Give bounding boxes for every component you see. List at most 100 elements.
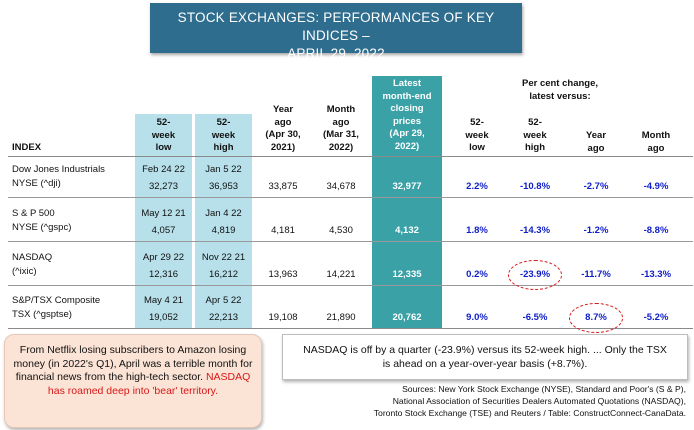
header-text: 2022) <box>394 140 420 152</box>
header-text: prices <box>393 115 421 127</box>
callout-line-2: is ahead on a year-over-year basis (+8.7… <box>382 358 588 370</box>
header-text: Per cent change, <box>521 78 599 89</box>
week52-high-column-bg <box>195 114 252 328</box>
pct-month: -13.3% <box>640 269 672 280</box>
header-text: 52- <box>156 117 171 128</box>
latest-value: 12,335 <box>392 269 422 280</box>
header-text: low <box>155 142 172 153</box>
header-text: (Apr 29, <box>389 128 425 139</box>
low-value: 32,273 <box>148 181 179 192</box>
month-ago-value: 21,890 <box>326 312 356 323</box>
header-pct-year-ago: Year ago <box>572 130 620 155</box>
pct-low: 1.8% <box>466 225 488 236</box>
row-separator <box>8 197 693 198</box>
header-text: week <box>151 129 176 141</box>
pct-month: -4.9% <box>643 181 669 192</box>
pct-month: -5.2% <box>643 312 669 323</box>
high-date: Nov 22 21 <box>201 252 246 263</box>
note-highlight: NASDAQ has roamed deep into 'bear' terri… <box>47 371 251 397</box>
header-text: (Mar 31, <box>323 129 359 140</box>
sources-footnote: Sources: New York Stock Exchange (NYSE),… <box>286 383 686 419</box>
low-date: May 4 21 <box>143 295 184 306</box>
latest-value: 32,977 <box>392 181 422 192</box>
header-pct-52-week-low: 52- week low <box>452 117 502 155</box>
pct-month: -8.8% <box>643 225 669 236</box>
month-ago-value: 4,530 <box>329 225 353 236</box>
header-text: Month <box>641 130 671 141</box>
header-separator <box>8 156 693 157</box>
low-date: May 12 21 <box>141 208 186 219</box>
index-name: S & P 500 <box>12 208 55 219</box>
header-text: 2021) <box>270 141 296 153</box>
month-ago-value: 14,221 <box>326 269 356 280</box>
header-text: Month <box>326 104 356 115</box>
header-text: (Apr 30, <box>265 129 301 140</box>
header-month-ago: Month ago (Mar 31, 2022) <box>312 104 370 154</box>
header-text: week <box>523 129 547 141</box>
header-text: high <box>213 142 234 153</box>
low-value: 12,316 <box>148 269 179 280</box>
header-text: closing <box>390 103 424 114</box>
index-name: NASDAQ <box>12 252 53 263</box>
year-ago-value: 33,875 <box>268 181 298 192</box>
highlight-circle-tsx-year <box>569 303 623 333</box>
pct-high: -10.8% <box>519 181 551 192</box>
pct-year: -1.2% <box>583 225 609 236</box>
pct-year: -2.7% <box>583 181 609 192</box>
latest-value: 20,762 <box>392 312 422 323</box>
header-closing-prices: Latest month-end closing prices (Apr 29,… <box>372 78 442 153</box>
header-text: 52- <box>216 117 231 128</box>
index-ticker: (^ixic) <box>12 266 37 277</box>
row-separator <box>8 241 693 242</box>
header-text: latest versus: <box>529 90 591 102</box>
header-index: INDEX <box>12 142 42 153</box>
closing-column-bg <box>372 76 442 328</box>
header-text: low <box>469 142 485 153</box>
header-text: week <box>465 129 489 141</box>
highlight-circle-nasdaq-high <box>508 260 562 290</box>
header-text: month-end <box>382 90 432 102</box>
latest-value: 4,132 <box>395 225 419 236</box>
page-title: STOCK EXCHANGES: PERFORMANCES OF KEY IND… <box>150 3 522 61</box>
header-text: ago <box>274 116 292 128</box>
header-text: ago <box>587 142 605 154</box>
high-value: 36,953 <box>208 181 239 192</box>
header-text: high <box>524 142 546 153</box>
header-text: ago <box>647 142 665 154</box>
table-bottom-border <box>8 328 693 329</box>
callout-box: NASDAQ is off by a quarter (-23.9%) vers… <box>282 334 688 380</box>
pct-year: -11.7% <box>581 269 611 280</box>
low-value: 19,052 <box>148 312 179 323</box>
header-text: Year <box>272 104 294 115</box>
header-pct-52-week-high: 52- week high <box>510 117 560 155</box>
header-52-week-low: 52- week low <box>135 117 192 155</box>
index-name: S&P/TSX Composite <box>12 295 101 306</box>
header-pct-change-group: Per cent change, latest versus: <box>470 78 650 103</box>
title-line-1: STOCK EXCHANGES: PERFORMANCES OF KEY IND… <box>177 10 495 43</box>
header-pct-month-ago: Month ago <box>630 130 682 155</box>
year-ago-value: 13,963 <box>268 269 298 280</box>
sources-line: Toronto Stock Exchange (TSE) and Reuters… <box>373 408 686 418</box>
high-value: 22,213 <box>208 312 239 323</box>
note-text: From Netflix losing subscribers to Amazo… <box>13 344 253 383</box>
high-date: Jan 4 22 <box>205 208 242 219</box>
pct-low: 0.2% <box>466 269 488 280</box>
header-text: Year <box>585 130 607 141</box>
pct-low: 2.2% <box>466 181 488 192</box>
year-ago-value: 19,108 <box>268 312 298 323</box>
sources-line: Sources: New York Stock Exchange (NYSE),… <box>402 384 686 394</box>
index-name: Dow Jones Industrials <box>12 164 105 175</box>
pct-high: -6.5% <box>522 312 548 323</box>
row-separator <box>8 285 693 286</box>
index-ticker: TSX (^gsptse) <box>12 309 72 320</box>
high-value: 16,212 <box>208 269 239 280</box>
index-ticker: NYSE (^gspc) <box>12 222 72 233</box>
header-text: week <box>211 129 236 141</box>
week52-low-column-bg <box>135 114 192 328</box>
header-text: 52- <box>528 117 542 128</box>
header-text: 52- <box>470 117 484 128</box>
commentary-note: From Netflix losing subscribers to Amazo… <box>4 334 262 428</box>
header-year-ago: Year ago (Apr 30, 2021) <box>254 104 312 154</box>
high-date: Apr 5 22 <box>205 295 242 306</box>
header-52-week-high: 52- week high <box>195 117 252 155</box>
